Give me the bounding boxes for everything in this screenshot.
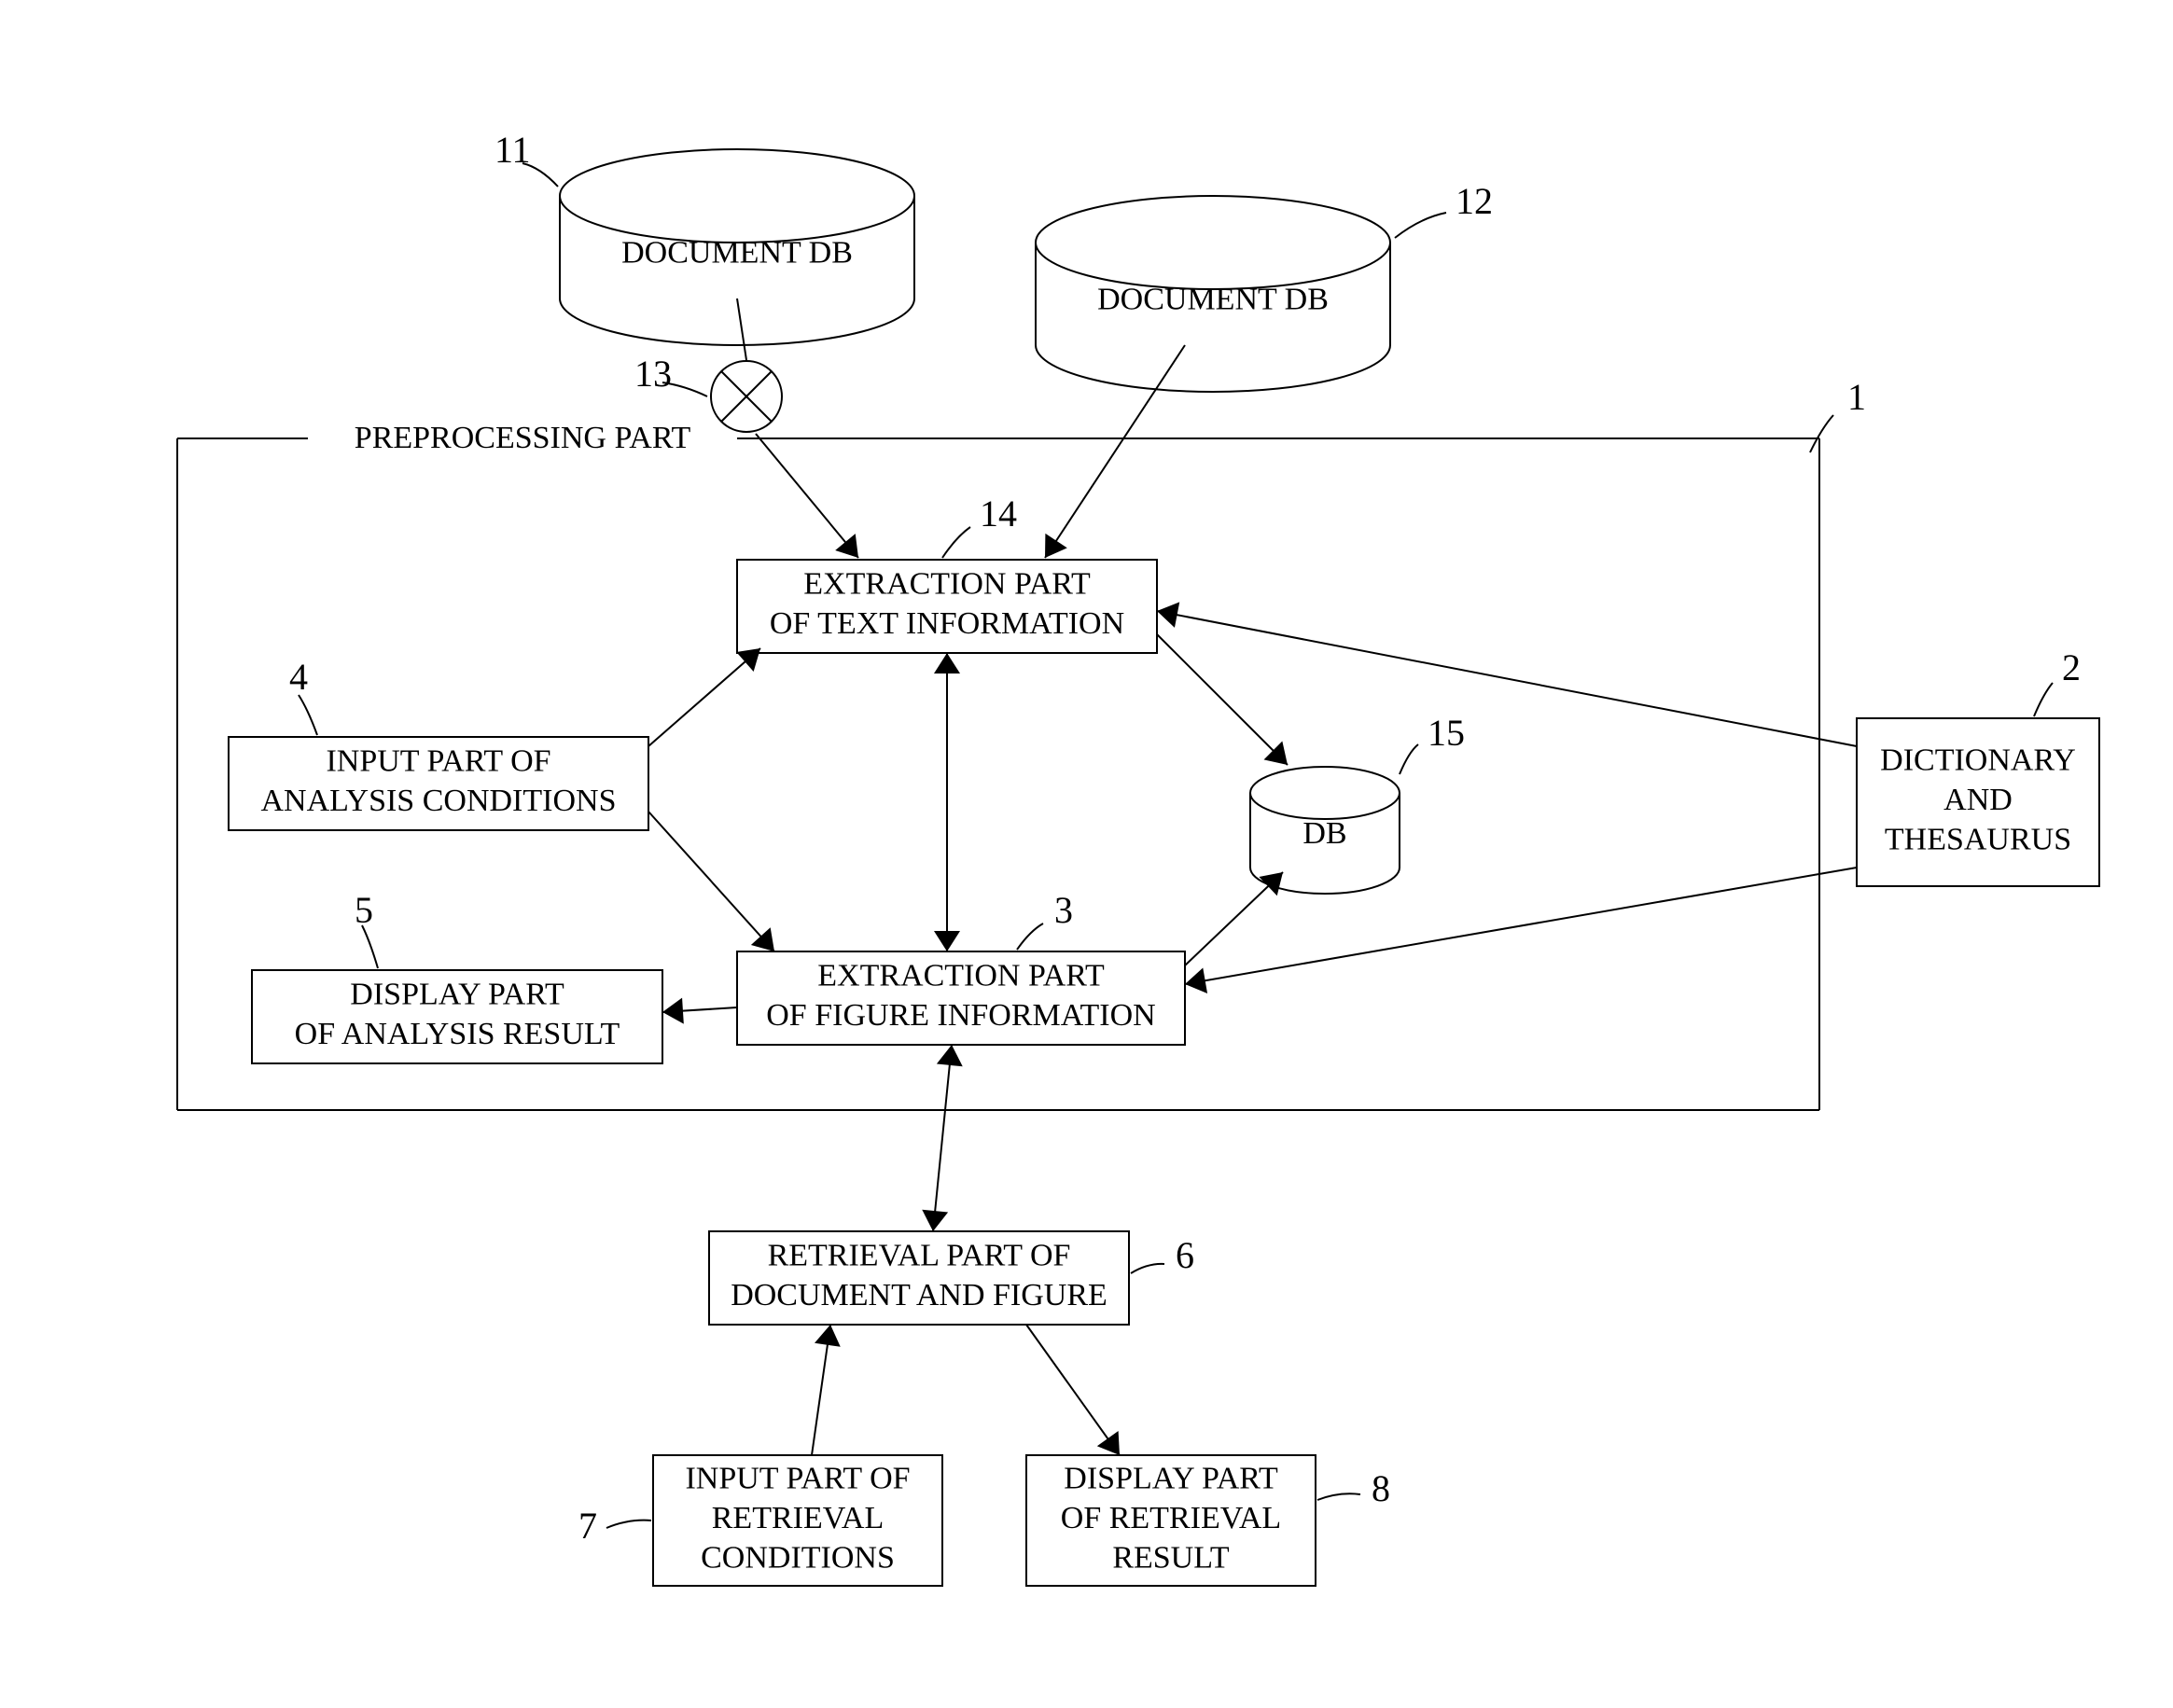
svg-text:DISPLAY PART: DISPLAY PART (350, 978, 564, 1012)
svg-text:DOCUMENT AND FIGURE: DOCUMENT AND FIGURE (731, 1278, 1107, 1312)
svg-text:AND: AND (1943, 783, 2013, 817)
svg-text:INPUT PART OF: INPUT PART OF (685, 1461, 910, 1495)
svg-text:CONDITIONS: CONDITIONS (701, 1540, 895, 1575)
svg-text:DOCUMENT DB: DOCUMENT DB (1097, 283, 1329, 317)
svg-text:7: 7 (578, 1505, 597, 1547)
svg-text:THESAURUS: THESAURUS (1885, 822, 2071, 856)
svg-text:DICTIONARY: DICTIONARY (1880, 743, 2076, 777)
svg-text:12: 12 (1456, 180, 1493, 222)
svg-text:DB: DB (1302, 816, 1346, 851)
svg-text:RETRIEVAL: RETRIEVAL (712, 1501, 884, 1535)
svg-text:14: 14 (980, 493, 1017, 535)
svg-text:RETRIEVAL PART OF: RETRIEVAL PART OF (768, 1239, 1071, 1273)
svg-text:3: 3 (1054, 889, 1073, 931)
svg-text:8: 8 (1372, 1467, 1390, 1509)
svg-text:INPUT PART OF: INPUT PART OF (326, 744, 550, 779)
svg-text:EXTRACTION PART: EXTRACTION PART (803, 567, 1091, 602)
svg-text:13: 13 (634, 353, 672, 395)
svg-text:6: 6 (1176, 1234, 1194, 1276)
svg-text:RESULT: RESULT (1112, 1540, 1230, 1575)
svg-text:OF ANALYSIS RESULT: OF ANALYSIS RESULT (295, 1017, 620, 1051)
svg-text:2: 2 (2062, 646, 2081, 688)
svg-text:OF TEXT INFORMATION: OF TEXT INFORMATION (770, 606, 1124, 641)
svg-text:4: 4 (289, 656, 308, 698)
svg-text:OF FIGURE INFORMATION: OF FIGURE INFORMATION (766, 998, 1155, 1033)
svg-text:PREPROCESSING PART: PREPROCESSING PART (355, 421, 691, 455)
svg-text:DOCUMENT DB: DOCUMENT DB (621, 236, 853, 271)
svg-text:ANALYSIS CONDITIONS: ANALYSIS CONDITIONS (261, 784, 617, 818)
svg-text:1: 1 (1847, 376, 1866, 418)
svg-text:15: 15 (1428, 712, 1465, 754)
svg-text:5: 5 (355, 889, 373, 931)
svg-text:DISPLAY PART: DISPLAY PART (1064, 1461, 1278, 1495)
svg-text:OF RETRIEVAL: OF RETRIEVAL (1061, 1501, 1281, 1535)
svg-text:EXTRACTION PART: EXTRACTION PART (817, 959, 1105, 993)
